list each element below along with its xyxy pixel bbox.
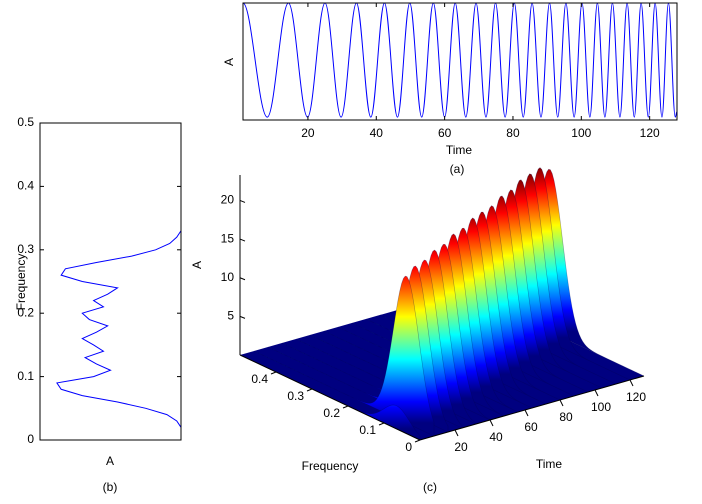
plot-frame <box>39 122 182 441</box>
y-tick-label: 0.1 <box>359 423 376 437</box>
y-axis-label: Frequency <box>14 254 28 311</box>
caption: (b) <box>103 480 118 494</box>
plot-frame <box>242 2 678 121</box>
z-tick <box>239 277 246 281</box>
x-tick-label: 100 <box>571 126 591 140</box>
z-tick-label: 15 <box>221 231 235 245</box>
y-axis <box>239 354 421 441</box>
x-tick-label: 120 <box>626 390 646 404</box>
y-tick-label: 0.2 <box>17 305 34 319</box>
y-axis-label: Frequency <box>302 459 359 473</box>
x-tick-label: 60 <box>524 420 538 434</box>
x-axis-label: Time <box>536 457 563 471</box>
x-axis-label: Time <box>446 143 473 157</box>
x-tick-label: 40 <box>489 430 503 444</box>
x-tick-label: 20 <box>301 126 315 140</box>
y-tick <box>342 405 349 409</box>
x-tick-label: 20 <box>454 440 468 454</box>
x-axis <box>419 375 645 441</box>
y-tick <box>414 439 421 443</box>
z-axis-label: A <box>190 261 204 269</box>
x-tick-label: 80 <box>559 410 573 424</box>
x-tick <box>454 429 459 437</box>
x-tick <box>559 399 564 407</box>
z-tick <box>239 199 246 203</box>
caption: (a) <box>450 162 465 176</box>
y-tick-label: 0 <box>405 440 412 454</box>
z-tick <box>239 315 246 319</box>
y-tick <box>270 371 277 375</box>
x-tick <box>489 419 494 427</box>
caption: (c) <box>423 480 437 494</box>
x-tick <box>629 379 634 387</box>
y-tick-label: 0.1 <box>17 369 34 383</box>
y-tick-label: 0.5 <box>17 115 34 129</box>
x-tick-label: 120 <box>640 126 660 140</box>
x-tick <box>524 409 529 417</box>
x-tick <box>594 389 599 397</box>
y-tick <box>378 422 385 426</box>
x-tick-label: 60 <box>438 126 452 140</box>
y-tick-label: 0.4 <box>251 372 268 386</box>
x-axis-label: A <box>106 454 114 468</box>
z-tick <box>239 238 246 242</box>
x-tick-label: 80 <box>506 126 520 140</box>
z-tick-label: 10 <box>221 270 235 284</box>
y-tick-label: 0.3 <box>17 242 34 256</box>
y-axis-label: A <box>222 58 236 66</box>
y-tick-label: 0.2 <box>323 406 340 420</box>
y-tick-label: 0 <box>27 432 34 446</box>
y-tick-label: 0.4 <box>17 179 34 193</box>
spectrum-line <box>56 230 182 428</box>
y-tick <box>306 388 313 392</box>
y-tick-label: 0.3 <box>287 389 304 403</box>
z-tick-label: 5 <box>227 309 234 323</box>
ridge-slice <box>253 275 435 437</box>
x-tick-label: 100 <box>591 400 611 414</box>
signal-line <box>243 3 677 118</box>
x-tick-label: 40 <box>370 126 384 140</box>
z-tick-label: 20 <box>221 193 235 207</box>
